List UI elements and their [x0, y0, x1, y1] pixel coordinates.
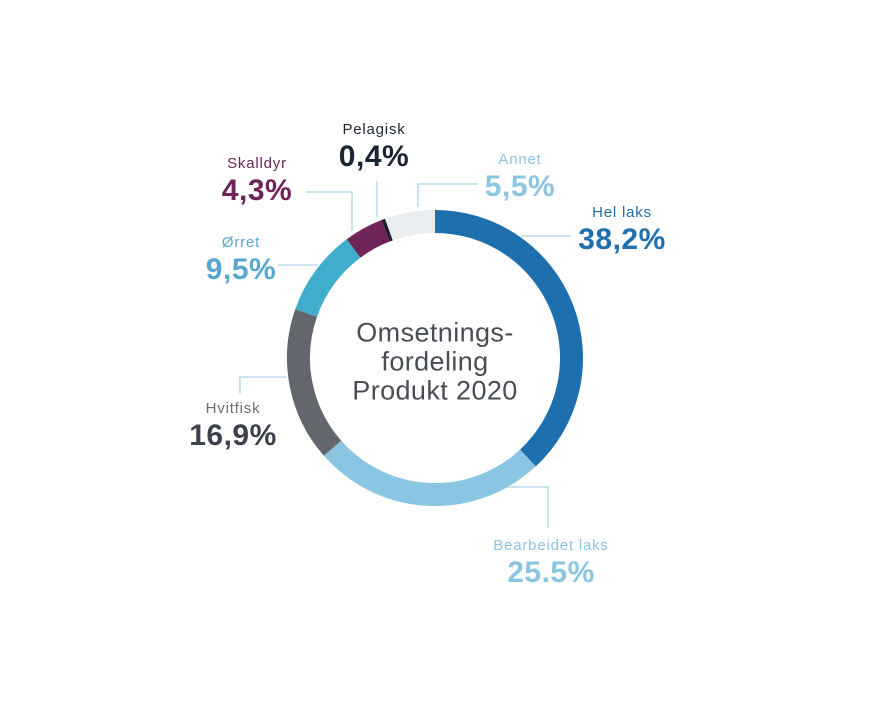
segment-name: Hvitfisk	[205, 400, 261, 417]
segment-value: 16,9%	[189, 419, 277, 452]
segment-value: 38,2%	[578, 223, 666, 256]
chart-title: Omsetnings- fordeling Produkt 2020	[352, 317, 518, 406]
segment-value: 5,5%	[484, 170, 556, 203]
segment-name: Bearbeidet laks	[493, 537, 609, 554]
leader-line-skalldyr	[306, 191, 353, 231]
segment-arc-orret	[295, 239, 361, 317]
chart-title-line-3: Produkt 2020	[352, 375, 518, 406]
segment-name: Hel laks	[592, 204, 652, 221]
segment-arc-skalldyr	[346, 219, 391, 258]
label-bearbeidet-laks: Bearbeidet laks 25.5%	[493, 537, 608, 588]
segment-value: 9,5%	[205, 253, 277, 286]
segment-value: 25.5%	[507, 556, 595, 589]
leader-line-bearbeidet-laks	[506, 486, 549, 528]
segment-value: 0,4%	[338, 140, 410, 173]
segment-arc-pelagisk	[381, 218, 393, 242]
leader-line-hvitfisk	[239, 376, 287, 394]
label-hvitfisk: Hvitfisk 16,9%	[189, 400, 277, 451]
segment-arc-bearbeidet-laks	[323, 440, 536, 506]
segment-name: Pelagisk	[342, 121, 406, 138]
segment-name: Annet	[498, 151, 542, 168]
segment-arc-hel-laks	[434, 210, 583, 467]
chart-title-line-2: fordeling	[381, 346, 489, 377]
label-hel-laks: Hel laks 38,2%	[578, 204, 666, 255]
segment-value: 4,3%	[221, 174, 293, 207]
label-orret: Ørret 9,5%	[206, 234, 276, 285]
leader-line-annet	[417, 183, 478, 207]
label-pelagisk: Pelagisk 0,4%	[339, 121, 409, 172]
chart-title-line-1: Omsetnings-	[356, 317, 514, 348]
label-skalldyr: Skalldyr 4,3%	[222, 155, 292, 206]
segment-arc-hvitfisk	[287, 309, 342, 456]
segment-name: Ørret	[221, 234, 261, 251]
segment-name: Skalldyr	[227, 155, 287, 172]
segment-arc-annet	[385, 210, 436, 241]
label-annet: Annet 5,5%	[485, 151, 555, 202]
